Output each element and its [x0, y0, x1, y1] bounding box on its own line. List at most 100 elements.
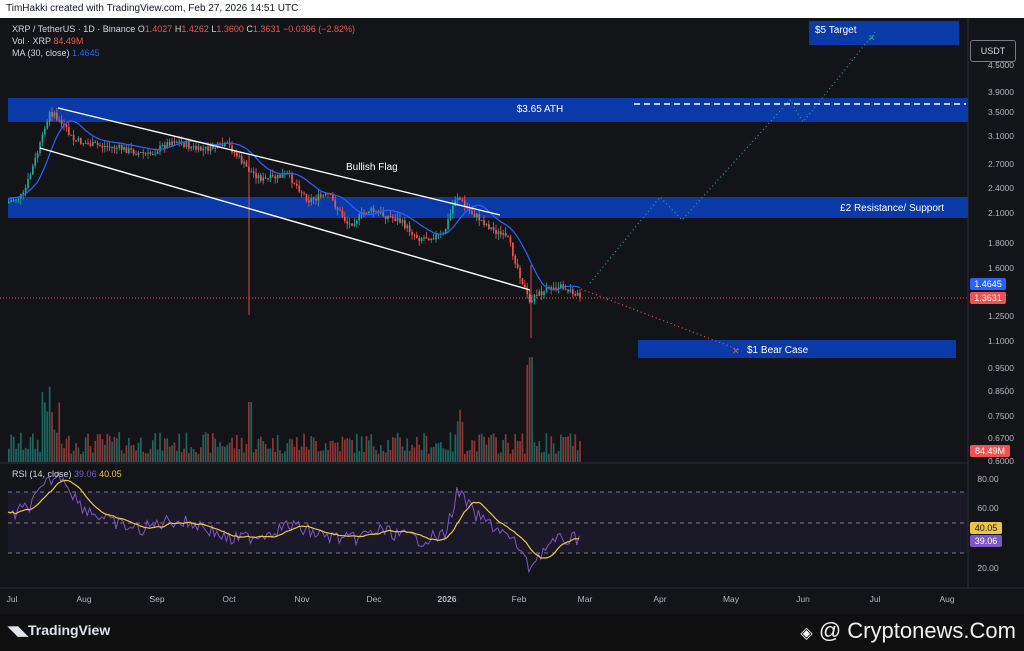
price-axis[interactable]: 4.5000 3.9000 3.5000 3.1000 2.7000 2.4000 2.10… [988, 60, 1014, 466]
volume-bar [300, 446, 303, 462]
volume-bar [389, 449, 392, 462]
volume-bar [500, 452, 502, 462]
price-axis-tick: 0.7500 [988, 411, 1014, 421]
rsi-ma-line [7, 479, 580, 559]
candle-body [473, 213, 476, 218]
volume-bar [344, 439, 346, 462]
rsi-value: 39.06 [74, 469, 97, 479]
currency-button[interactable]: USDT [970, 40, 1016, 62]
candle-body [296, 183, 298, 186]
volume-bar [56, 432, 58, 462]
bear-zone[interactable] [638, 340, 956, 358]
candle-body [89, 143, 92, 146]
candle-body [231, 145, 233, 153]
volume-bar [140, 437, 142, 462]
volume-bar [569, 433, 572, 462]
volume-bar [538, 441, 541, 462]
candle-body [392, 216, 394, 219]
volume-bar [560, 434, 562, 462]
time-axis[interactable]: Jul Aug Sep Oct Nov Dec 2026 Feb Mar Apr May Jun Jul… [7, 594, 955, 604]
price-axis-tick: 1.2500 [988, 311, 1014, 321]
volume-bar [315, 440, 317, 462]
candle-body [404, 220, 406, 229]
open-label: O [137, 24, 145, 34]
rsi-axis-tick: 60.00 [977, 503, 999, 513]
candle-body [240, 155, 243, 164]
volume-bar [353, 452, 356, 462]
candle-body [315, 199, 317, 201]
volume-bar [466, 450, 469, 462]
volume-bar [286, 443, 289, 462]
candle-body [495, 229, 497, 235]
rsi-axis[interactable]: 80.00 60.00 20.00 [977, 474, 999, 573]
volume-bar [464, 453, 466, 462]
volume-bar [562, 436, 565, 462]
candle-body [394, 218, 397, 222]
ma-line [8, 120, 581, 291]
ma-label: MA (30, close) [12, 48, 70, 58]
candle-body [454, 200, 457, 206]
chart-area[interactable]: $3.65 ATH £2 Resistance/ Support $1 Bear… [0, 18, 1024, 614]
price-axis-tick: 2.4000 [988, 183, 1014, 193]
candle-body [312, 198, 315, 200]
candle-body [142, 152, 145, 154]
volume-bar [533, 442, 536, 462]
volume-bar [502, 440, 505, 462]
change-value: −0.0396 (−2.82%) [282, 24, 356, 34]
candle-body [32, 165, 34, 175]
candle-body [65, 124, 68, 128]
volume-bar [317, 451, 320, 462]
target-zone[interactable] [809, 21, 959, 45]
volume-bar [490, 434, 493, 462]
volume-bar [392, 437, 394, 462]
candle-body [58, 119, 61, 121]
volume-bar [125, 445, 128, 462]
candle-body [324, 193, 327, 196]
candle-body [509, 236, 512, 243]
volume-bar [512, 449, 514, 462]
candle-body [221, 143, 224, 147]
ath-zone[interactable] [8, 98, 968, 122]
rsi-legend[interactable]: RSI (14, close) 39.06 40.05 [12, 469, 122, 480]
price-chart-svg[interactable]: $3.65 ATH £2 Resistance/ Support $1 Bear… [0, 18, 1024, 614]
price-axis-tick: 1.1000 [988, 336, 1014, 346]
candle-body [461, 199, 464, 201]
candle-body [480, 220, 483, 222]
resistance-zone[interactable] [8, 197, 968, 218]
volume-bar [104, 444, 106, 462]
volume-bar [564, 436, 567, 462]
volume-bar [51, 412, 53, 462]
volume-bar [233, 448, 236, 462]
volume-bar [281, 453, 284, 462]
ma-legend[interactable]: MA (30, close) 1.4645 [12, 48, 100, 59]
time-axis-tick: Oct [222, 594, 236, 604]
volume-bar [92, 452, 94, 462]
volume-bar [113, 436, 116, 462]
symbol-legend[interactable]: XRP / TetherUS · 1D · Binance O1.4027 H1… [12, 24, 355, 35]
candle-body [425, 237, 428, 239]
candle-body [140, 152, 142, 154]
volume-bar [178, 433, 181, 462]
volume-legend[interactable]: Vol · XRP 84.49M [12, 36, 83, 47]
volume-bar [468, 449, 471, 462]
candle-body [166, 142, 169, 149]
rsi-badge-text: 39.06 [975, 536, 998, 546]
volume-bar [387, 439, 389, 462]
volume-bar [447, 450, 449, 462]
volume-bar [166, 438, 169, 462]
candle-body [214, 147, 217, 149]
volume-badge [970, 445, 1010, 457]
close-value: 1.3631 [252, 24, 281, 34]
candle-body [272, 175, 274, 177]
candle-body [456, 197, 459, 201]
candle-body [305, 193, 308, 201]
volume-bar [15, 448, 17, 462]
bear-label: $1 Bear Case [747, 345, 809, 356]
volume-bar [152, 440, 154, 462]
candle-body [12, 200, 15, 202]
tradingview-logo[interactable]: ◥◣TradingView [8, 622, 110, 639]
volume-bar [526, 364, 529, 462]
target-label: $5 Target [815, 25, 857, 36]
candle-body [543, 291, 545, 296]
bear-projection [580, 288, 743, 352]
